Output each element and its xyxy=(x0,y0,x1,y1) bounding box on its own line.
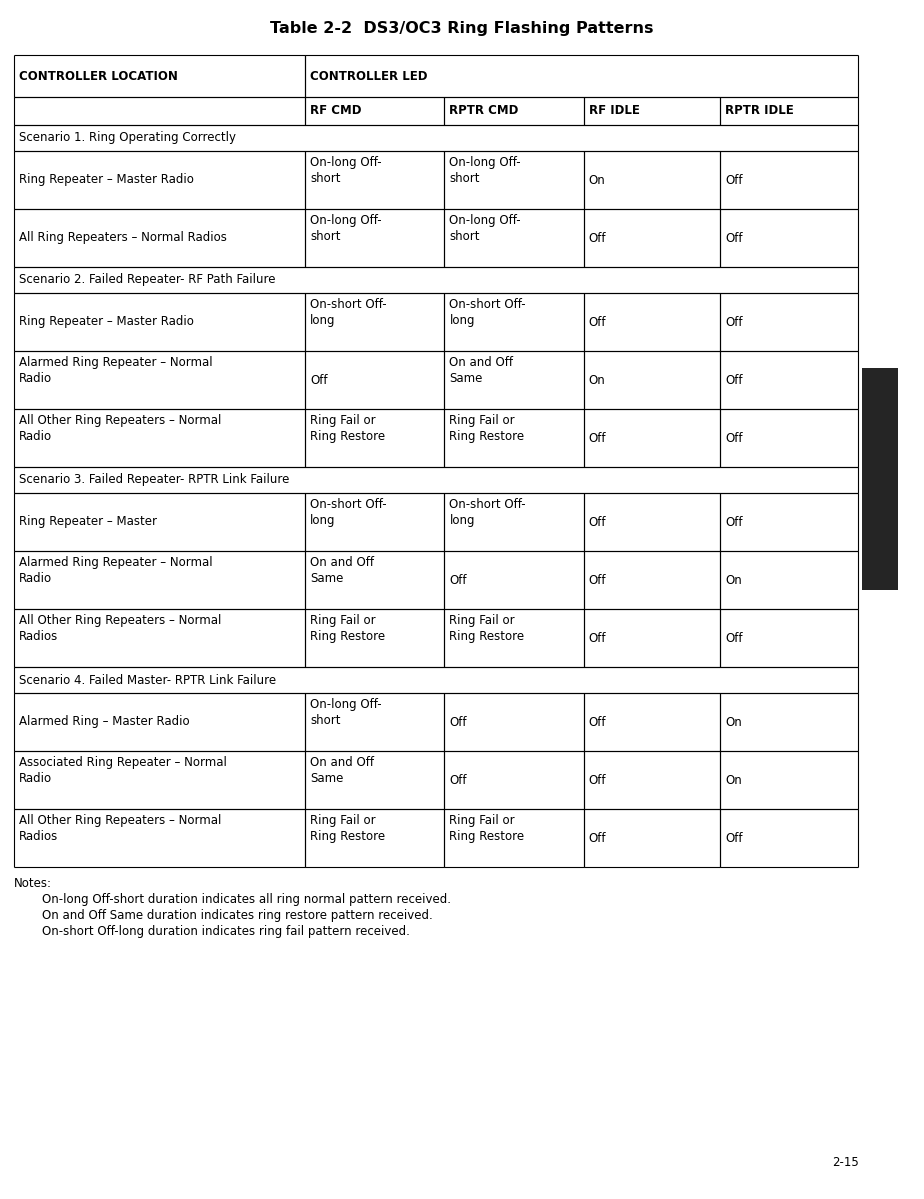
Text: On-long Off-
short: On-long Off- short xyxy=(310,698,382,727)
Text: Off: Off xyxy=(449,573,467,586)
Text: On: On xyxy=(589,374,605,386)
Text: Ring Fail or
Ring Restore: Ring Fail or Ring Restore xyxy=(310,414,385,442)
Text: 2-15: 2-15 xyxy=(833,1156,859,1169)
Text: Off: Off xyxy=(725,632,743,645)
Text: On-short Off-long duration indicates ring fail pattern received.: On-short Off-long duration indicates rin… xyxy=(42,924,410,938)
Text: Scenario 3. Failed Repeater- RPTR Link Failure: Scenario 3. Failed Repeater- RPTR Link F… xyxy=(19,474,289,487)
Text: Alarmed Ring Repeater – Normal
Radio: Alarmed Ring Repeater – Normal Radio xyxy=(19,556,213,585)
Text: On: On xyxy=(725,773,742,787)
Text: Ring Fail or
Ring Restore: Ring Fail or Ring Restore xyxy=(449,814,525,843)
Text: RF CMD: RF CMD xyxy=(310,104,361,118)
Text: On-long Off-short duration indicates all ring normal pattern received.: On-long Off-short duration indicates all… xyxy=(42,893,451,906)
Text: On and Off
Same: On and Off Same xyxy=(449,356,514,385)
Text: Off: Off xyxy=(725,374,743,386)
Text: Off: Off xyxy=(589,573,606,586)
Text: Off: Off xyxy=(589,831,606,844)
Text: On: On xyxy=(725,573,742,586)
Text: On: On xyxy=(589,174,605,187)
Bar xyxy=(862,368,898,590)
Text: Alarmed Ring Repeater – Normal
Radio: Alarmed Ring Repeater – Normal Radio xyxy=(19,356,213,385)
Text: On-short Off-
long: On-short Off- long xyxy=(449,498,526,528)
Text: On and Off
Same: On and Off Same xyxy=(310,556,374,585)
Text: Off: Off xyxy=(589,432,606,445)
Text: Ring Repeater – Master Radio: Ring Repeater – Master Radio xyxy=(19,174,194,187)
Text: Ring Fail or
Ring Restore: Ring Fail or Ring Restore xyxy=(449,414,525,442)
Text: Off: Off xyxy=(725,516,743,529)
Text: All Other Ring Repeaters – Normal
Radios: All Other Ring Repeaters – Normal Radios xyxy=(19,814,222,843)
Text: All Other Ring Repeaters – Normal
Radios: All Other Ring Repeaters – Normal Radios xyxy=(19,614,222,643)
Text: Ring Repeater – Master Radio: Ring Repeater – Master Radio xyxy=(19,315,194,329)
Text: On-short Off-
long: On-short Off- long xyxy=(310,299,387,327)
Text: On-long Off-
short: On-long Off- short xyxy=(449,213,521,243)
Text: Alarmed Ring – Master Radio: Alarmed Ring – Master Radio xyxy=(19,716,189,729)
Text: Off: Off xyxy=(589,231,606,245)
Text: Ring Fail or
Ring Restore: Ring Fail or Ring Restore xyxy=(449,614,525,643)
Text: Notes:: Notes: xyxy=(14,876,52,890)
Text: RF IDLE: RF IDLE xyxy=(589,104,639,118)
Text: Table 2-2  DS3/OC3 Ring Flashing Patterns: Table 2-2 DS3/OC3 Ring Flashing Patterns xyxy=(270,20,654,36)
Text: RPTR IDLE: RPTR IDLE xyxy=(725,104,794,118)
Text: RPTR CMD: RPTR CMD xyxy=(449,104,518,118)
Text: All Other Ring Repeaters – Normal
Radio: All Other Ring Repeaters – Normal Radio xyxy=(19,414,222,442)
Text: Ring Repeater – Master: Ring Repeater – Master xyxy=(19,516,157,529)
Text: On-short Off-
long: On-short Off- long xyxy=(310,498,387,528)
Text: On and Off
Same: On and Off Same xyxy=(310,757,374,785)
Text: Off: Off xyxy=(725,315,743,329)
Text: CONTROLLER LED: CONTROLLER LED xyxy=(310,70,428,83)
Text: Off: Off xyxy=(589,716,606,729)
Text: Off: Off xyxy=(725,831,743,844)
Text: Off: Off xyxy=(449,716,467,729)
Text: On-short Off-
long: On-short Off- long xyxy=(449,299,526,327)
Text: Off: Off xyxy=(725,432,743,445)
Text: On and Off Same duration indicates ring restore pattern received.: On and Off Same duration indicates ring … xyxy=(42,909,432,922)
Text: On: On xyxy=(725,716,742,729)
Text: Scenario 4. Failed Master- RPTR Link Failure: Scenario 4. Failed Master- RPTR Link Fai… xyxy=(19,674,276,687)
Text: On-long Off-
short: On-long Off- short xyxy=(310,156,382,185)
Text: Off: Off xyxy=(449,773,467,787)
Text: Off: Off xyxy=(589,632,606,645)
Text: Ring Fail or
Ring Restore: Ring Fail or Ring Restore xyxy=(310,614,385,643)
Text: On-long Off-
short: On-long Off- short xyxy=(449,156,521,185)
Text: Off: Off xyxy=(589,773,606,787)
Text: Associated Ring Repeater – Normal
Radio: Associated Ring Repeater – Normal Radio xyxy=(19,757,227,785)
Text: On-long Off-
short: On-long Off- short xyxy=(310,213,382,243)
Text: Scenario 2. Failed Repeater- RF Path Failure: Scenario 2. Failed Repeater- RF Path Fai… xyxy=(19,273,275,287)
Text: Off: Off xyxy=(725,174,743,187)
Text: All Ring Repeaters – Normal Radios: All Ring Repeaters – Normal Radios xyxy=(19,231,227,245)
Text: Off: Off xyxy=(310,374,328,386)
Text: Off: Off xyxy=(589,516,606,529)
Text: Scenario 1. Ring Operating Correctly: Scenario 1. Ring Operating Correctly xyxy=(19,132,236,145)
Text: CONTROLLER LOCATION: CONTROLLER LOCATION xyxy=(19,70,178,83)
Text: Off: Off xyxy=(725,231,743,245)
Text: Off: Off xyxy=(589,315,606,329)
Text: Ring Fail or
Ring Restore: Ring Fail or Ring Restore xyxy=(310,814,385,843)
